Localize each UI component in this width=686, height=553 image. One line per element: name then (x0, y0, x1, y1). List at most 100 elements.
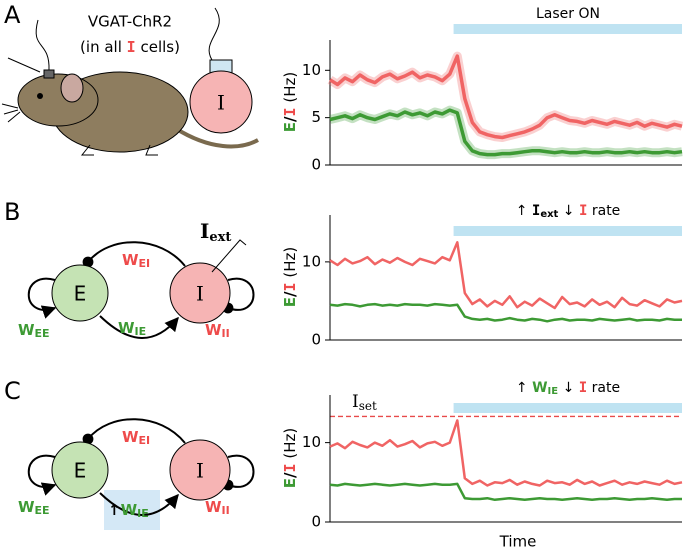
text: I (352, 392, 359, 412)
weight-label: ↑WIE (108, 501, 149, 521)
weight-label: WII (205, 498, 230, 518)
text: I (579, 380, 587, 396)
annotation: ↑ Iext ↓ I rate (516, 203, 621, 222)
annotation: Laser ON (536, 6, 600, 22)
text: I (281, 463, 299, 472)
text: rate (592, 203, 620, 219)
weight-label: WII (205, 321, 230, 341)
text: rate (592, 380, 620, 396)
text: I (281, 282, 299, 291)
text: II (222, 504, 230, 517)
text: I (281, 107, 299, 116)
y-tick-label: 0 (311, 513, 321, 531)
mouse-illustration (1, 19, 259, 156)
chart: 0 5 10 (302, 24, 684, 174)
text: ↑ (516, 203, 528, 219)
text: W (18, 321, 35, 339)
text: W (18, 498, 35, 516)
weight-label: WIE (118, 319, 146, 339)
series-line (329, 419, 683, 487)
text: E (281, 478, 299, 488)
node-label: I (217, 91, 225, 115)
text: E (281, 122, 299, 132)
weight-label: WEI (122, 428, 150, 448)
text: (in all (80, 38, 122, 56)
reference-label: Iset (352, 392, 377, 413)
text: EE (35, 504, 50, 517)
y-tick-label: 10 (302, 433, 321, 451)
highlight-bar (453, 24, 682, 34)
chart: 0 10 (302, 395, 683, 531)
y-axis-label: E/I (Hz) (281, 428, 299, 488)
y-axis-label: E/I (Hz) (281, 72, 299, 132)
text: EE (35, 327, 50, 340)
weight-label: WEI (122, 251, 150, 271)
chart: 0 10 (302, 215, 683, 349)
y-tick-label: 5 (311, 108, 321, 126)
y-tick-label: 0 (311, 156, 321, 174)
text: / (281, 472, 299, 478)
series-line (329, 54, 683, 140)
panel-label: B (4, 198, 20, 226)
node-label: E (74, 459, 87, 483)
series-line (329, 302, 682, 323)
panel-label: C (4, 377, 21, 405)
node-label: I (196, 282, 204, 306)
series-line (329, 482, 682, 502)
text: W (121, 501, 138, 519)
text: I (579, 203, 587, 219)
text: ↑ (516, 380, 528, 396)
y-tick-label: 10 (302, 61, 321, 79)
cells-label: (in all I cells) (80, 38, 180, 56)
text: I (127, 38, 136, 56)
text: E (281, 297, 299, 307)
text: (Hz) (281, 428, 299, 459)
text: / (281, 291, 299, 297)
construct-label: VGAT-ChR2 (88, 13, 172, 31)
text: W (532, 380, 547, 396)
text: ↑ (108, 501, 121, 519)
text: IE (135, 325, 147, 338)
text: W (205, 321, 222, 339)
text: cells) (140, 38, 179, 56)
text: EI (139, 257, 151, 270)
series-line (329, 241, 683, 310)
text: W (118, 319, 135, 337)
text: IE (548, 386, 559, 397)
weight-label: WEE (18, 498, 50, 518)
weight-label: WEE (18, 321, 50, 341)
text: ↓ (563, 203, 575, 219)
panel-label: A (4, 1, 21, 29)
series-line (329, 108, 683, 157)
node-label: I (196, 459, 204, 483)
text: ext (540, 209, 558, 220)
flask (189, 7, 253, 134)
text: ext (209, 230, 231, 245)
network-diagram (27, 239, 255, 339)
y-tick-label: 0 (311, 331, 321, 349)
text: W (122, 428, 139, 446)
text: I (200, 219, 209, 243)
network-diagram (27, 418, 255, 530)
node-label: E (74, 282, 87, 306)
text: W (122, 251, 139, 269)
text: / (281, 116, 299, 122)
text: (Hz) (281, 247, 299, 278)
y-axis-label: E/I (Hz) (281, 247, 299, 307)
text: I (532, 203, 540, 219)
y-tick-label: 10 (302, 252, 321, 270)
text: EI (139, 434, 151, 447)
input-label: Iext (200, 219, 231, 245)
text: II (222, 327, 230, 340)
annotation: ↑ WIE ↓ I rate (516, 380, 620, 399)
text: (Hz) (281, 72, 299, 103)
text: IE (137, 507, 149, 520)
text: ↓ (563, 380, 575, 396)
highlight-bar (453, 226, 682, 236)
highlight-bar (453, 403, 682, 413)
text: set (359, 399, 377, 413)
x-axis-label: Time (499, 533, 537, 551)
text: W (205, 498, 222, 516)
